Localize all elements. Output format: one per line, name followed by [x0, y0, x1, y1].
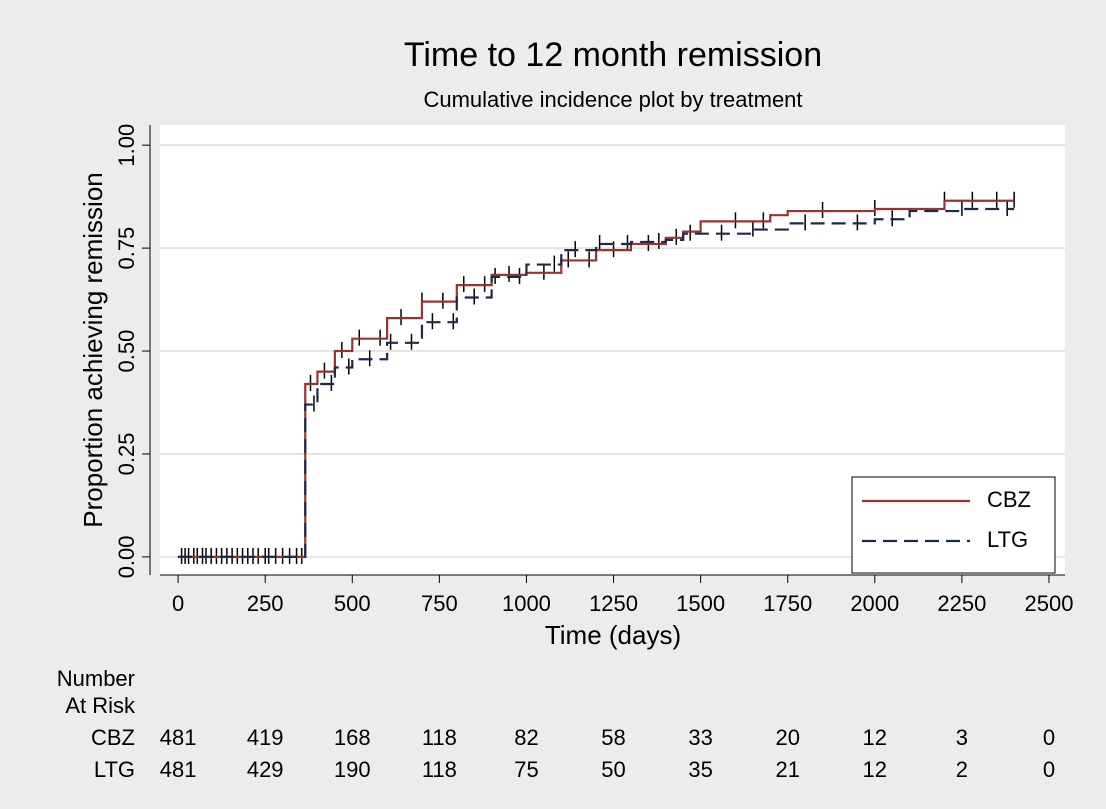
- step-line: [178, 199, 1015, 558]
- at-risk-value: 0: [1043, 725, 1055, 750]
- legend-label: CBZ: [987, 487, 1031, 512]
- at-risk-value: 2: [956, 757, 968, 782]
- x-tick-label: 2500: [1024, 591, 1073, 616]
- at-risk-value: 82: [514, 725, 538, 750]
- y-tick-label: 0.75: [114, 227, 139, 270]
- x-tick-label: 250: [247, 591, 284, 616]
- at-risk-value: 481: [160, 725, 197, 750]
- at-risk-row-name: LTG: [94, 757, 135, 782]
- step-line: [178, 207, 1015, 558]
- x-tick-label: 2250: [937, 591, 986, 616]
- chart-title: Time to 12 month remission: [404, 36, 822, 74]
- x-tick-label: 1000: [502, 591, 551, 616]
- at-risk-value: 20: [775, 725, 799, 750]
- at-risk-value: 75: [514, 757, 538, 782]
- at-risk-value: 50: [601, 757, 625, 782]
- at-risk-value: 21: [775, 757, 799, 782]
- at-risk-value: 58: [601, 725, 625, 750]
- at-risk-value: 190: [334, 757, 371, 782]
- x-tick-label: 1500: [676, 591, 725, 616]
- x-tick-label: 500: [334, 591, 371, 616]
- at-risk-value: 12: [863, 757, 887, 782]
- legend-label: LTG: [987, 527, 1028, 552]
- y-tick-label: 0.00: [114, 535, 139, 578]
- x-tick-label: 1250: [589, 591, 638, 616]
- x-tick-label: 1750: [763, 591, 812, 616]
- at-risk-value: 481: [160, 757, 197, 782]
- at-risk-title: At Risk: [65, 693, 136, 718]
- at-risk-value: 0: [1043, 757, 1055, 782]
- y-tick-label: 1.00: [114, 124, 139, 167]
- at-risk-value: 419: [247, 725, 284, 750]
- y-axis-label: Proportion achieving remission: [78, 172, 108, 528]
- at-risk-value: 118: [422, 725, 457, 750]
- at-risk-value: 118: [422, 757, 457, 782]
- at-risk-value: 35: [688, 757, 712, 782]
- x-tick-label: 2000: [850, 591, 899, 616]
- y-tick-label: 0.25: [114, 433, 139, 476]
- at-risk-value: 3: [956, 725, 968, 750]
- at-risk-value: 429: [247, 757, 284, 782]
- at-risk-title: Number: [57, 666, 135, 691]
- x-tick-label: 0: [172, 591, 184, 616]
- legend-box: [851, 476, 1056, 574]
- at-risk-row-name: CBZ: [91, 725, 135, 750]
- at-risk-value: 12: [863, 725, 887, 750]
- x-axis-label: Time (days): [545, 620, 681, 650]
- y-tick-label: 0.50: [114, 330, 139, 373]
- x-tick-label: 750: [421, 591, 458, 616]
- at-risk-value: 33: [688, 725, 712, 750]
- chart-subtitle: Cumulative incidence plot by treatment: [423, 87, 802, 112]
- at-risk-value: 168: [334, 725, 371, 750]
